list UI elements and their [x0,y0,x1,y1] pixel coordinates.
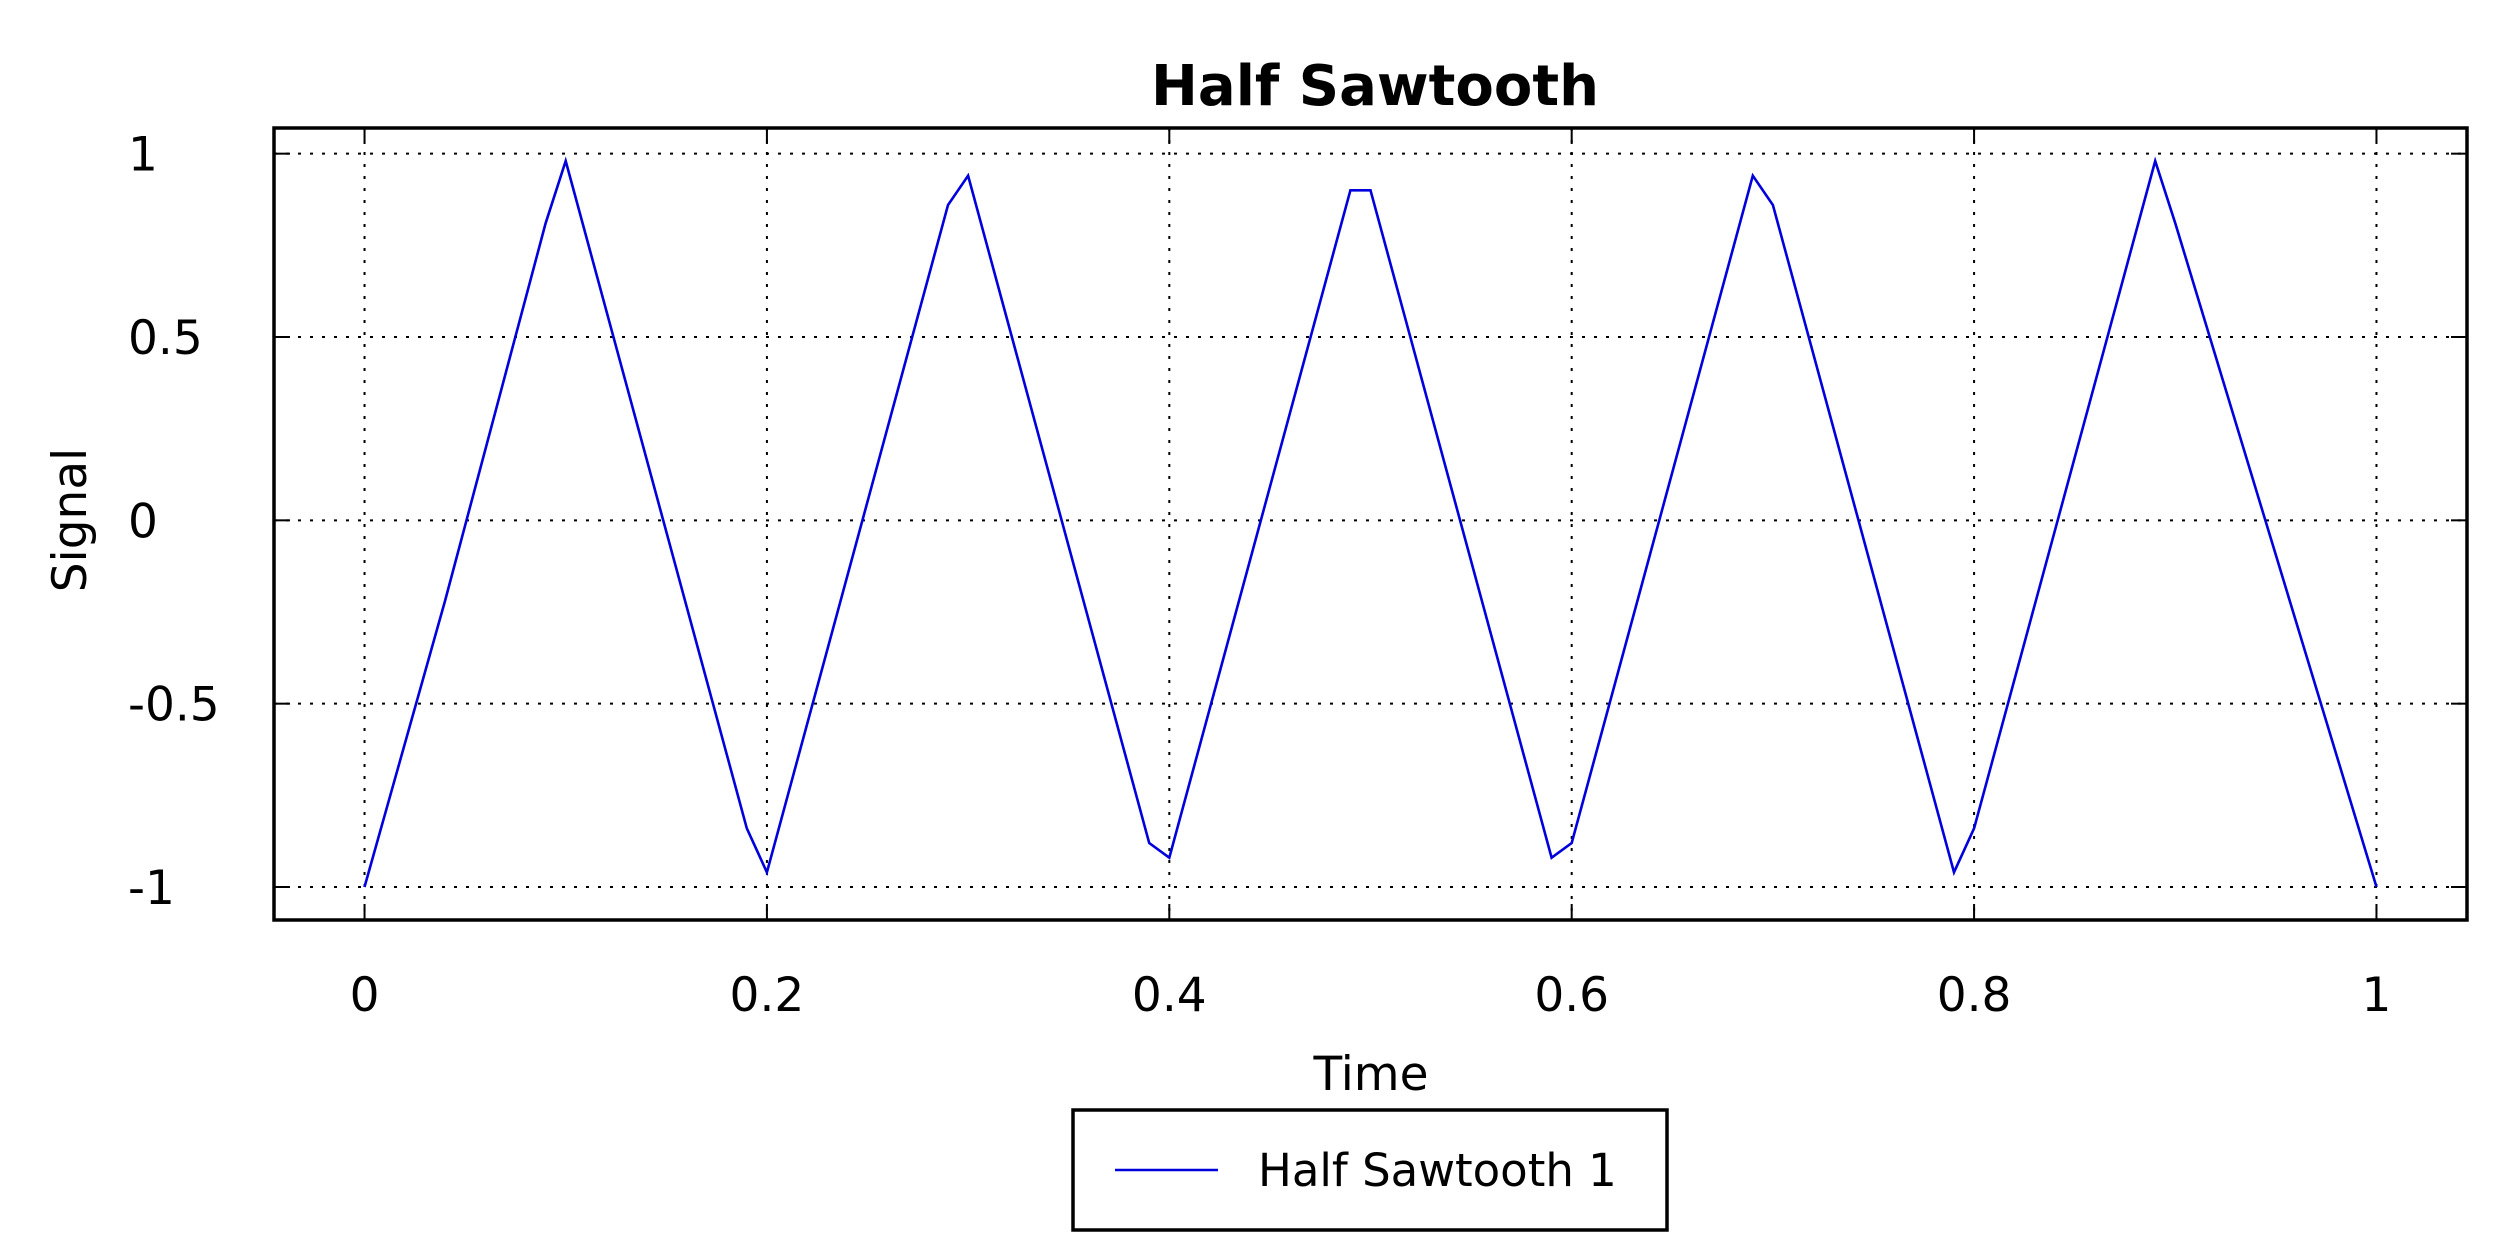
x-tick-label: 0.8 [1937,968,2012,1023]
x-tick-label: 0.6 [1534,968,1609,1023]
legend: Half Sawtooth 1 [1071,1108,1669,1232]
x-tick-label: 0.2 [730,968,805,1023]
plot-frame [272,126,2469,922]
x-axis-label: Time [1312,1047,1428,1102]
y-tick-label: -1 [128,861,175,916]
x-tick-label: 0 [350,968,380,1023]
x-tick-label: 0.4 [1132,968,1207,1023]
y-tick-label: 0 [128,494,158,549]
y-tick-label: 1 [128,128,158,183]
legend-label: Half Sawtooth 1 [1258,1144,1617,1197]
tick-layer: 0 0.2 0.4 0.6 0.8 1 -1 -0.5 0 0.5 1 [128,128,2467,1023]
grid-layer [274,128,2467,920]
series-layer [363,156,2378,888]
series-line-1 [363,156,2378,888]
legend-box [1071,1108,1669,1232]
chart-title: Half Sawtooth [1151,54,1599,119]
y-axis-label: Signal [43,448,98,592]
x-tick-label: 1 [2362,968,2392,1023]
y-tick-label: 0.5 [128,311,203,366]
y-tick-label: -0.5 [128,678,220,733]
